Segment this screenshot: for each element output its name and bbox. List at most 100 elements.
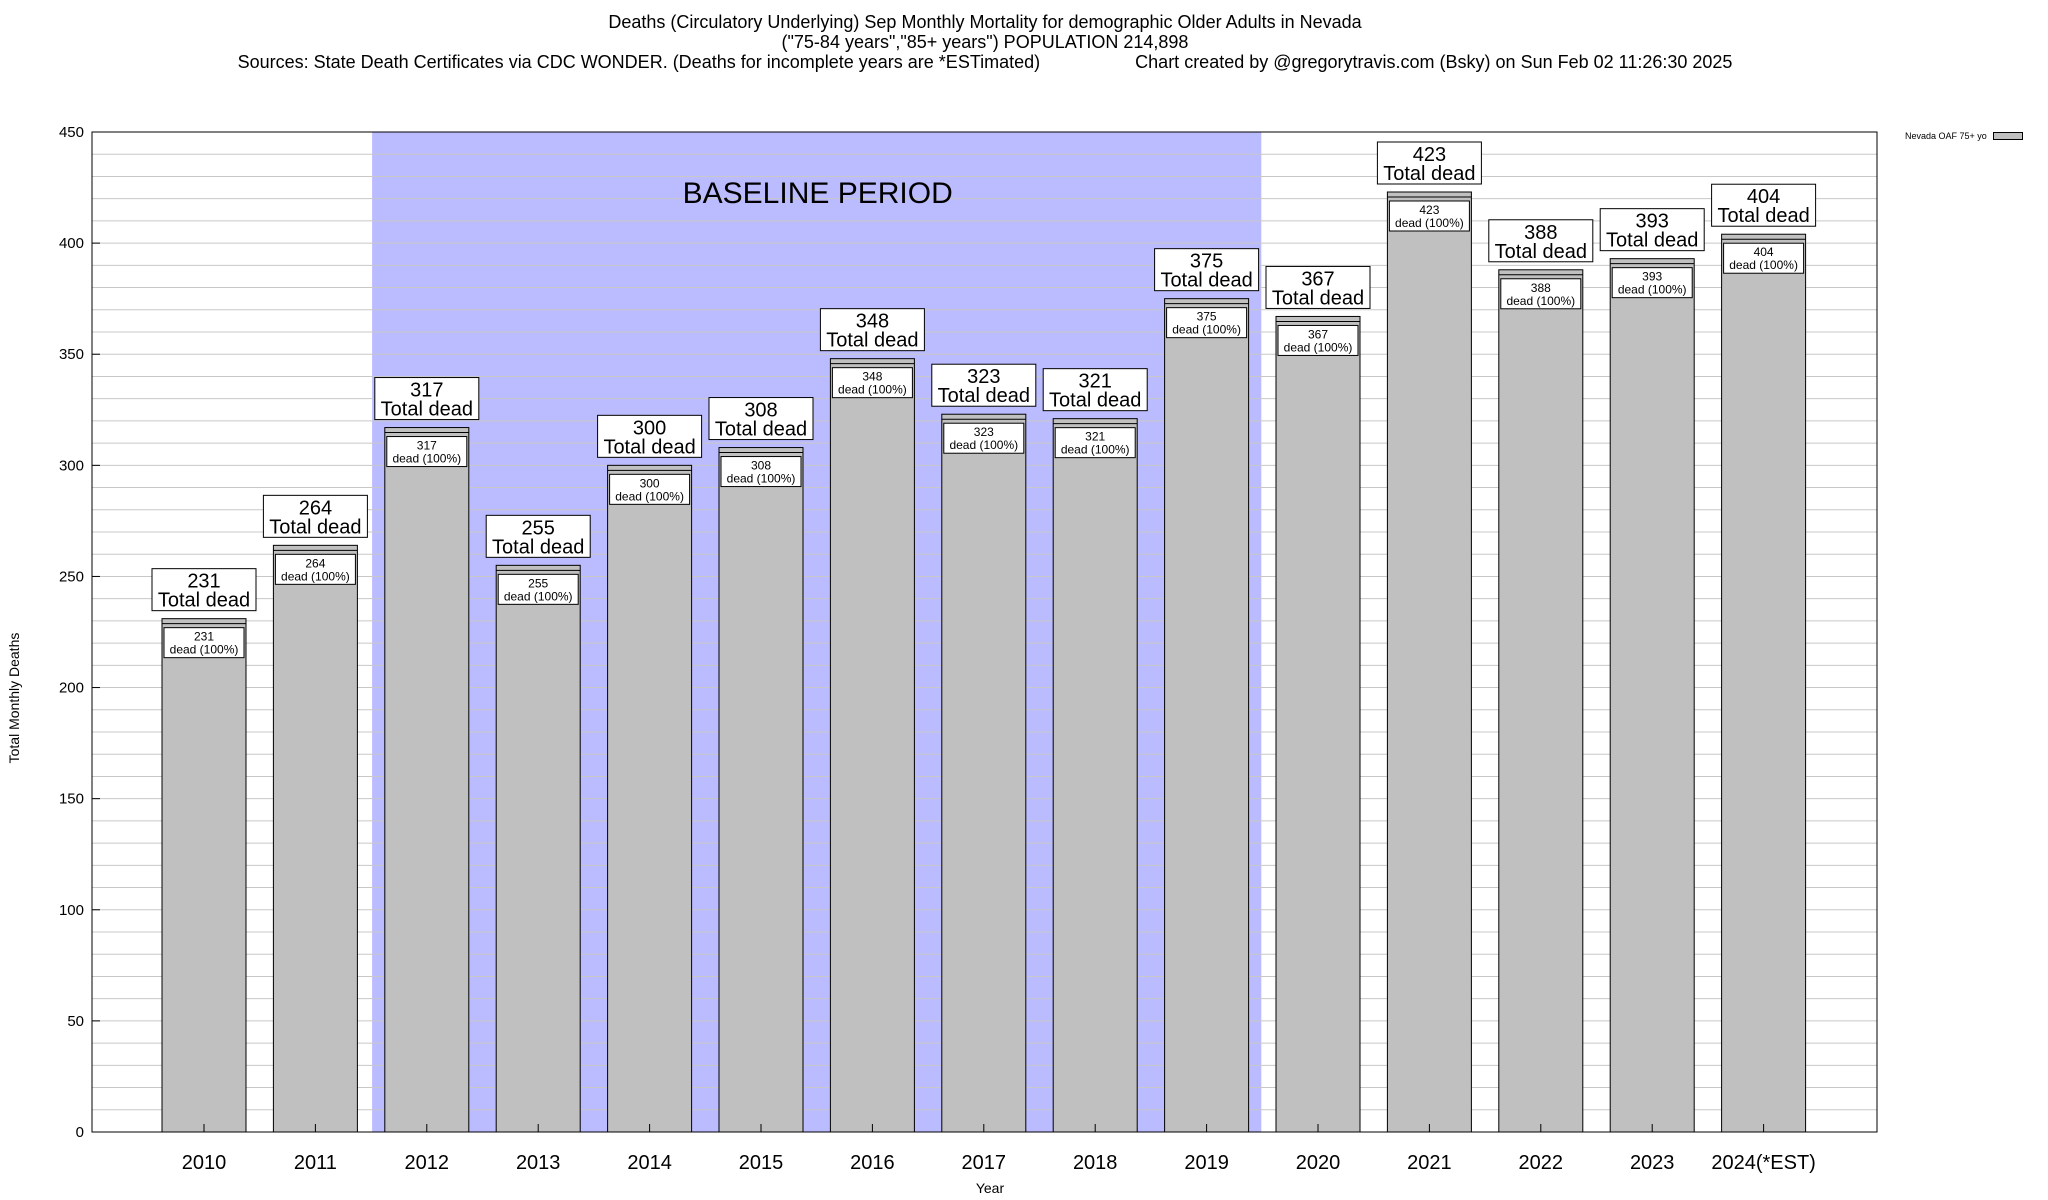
bar-inner-label: dead (100%) — [727, 472, 796, 486]
bar-total-label-box — [1488, 219, 1594, 263]
x-tick-label: 2018 — [1073, 1152, 1118, 1174]
legend: Nevada OAF 75+ yo — [1905, 131, 2023, 141]
bar-total-label-box — [708, 397, 814, 441]
bar-inner-value: 255 — [528, 576, 548, 590]
bar-inner-label-box — [1166, 307, 1248, 339]
x-tick-label: 2015 — [739, 1152, 784, 1174]
y-tick-label: 450 — [59, 124, 84, 141]
bar-inner-label-box — [1277, 324, 1359, 356]
x-tick-label: 2014 — [627, 1152, 672, 1174]
bar-inner-value: 317 — [417, 439, 437, 453]
bar-inner-label: dead (100%) — [1395, 216, 1464, 230]
bar — [161, 618, 247, 1133]
bar-inner-label-box — [497, 573, 579, 605]
bar-total-label: Total dead — [1272, 287, 1364, 309]
bar-total-label-box — [597, 414, 703, 458]
y-tick-label: 400 — [59, 235, 84, 252]
bar-total-value: 308 — [744, 400, 777, 422]
chart-title-block: Deaths (Circulatory Underlying) Sep Mont… — [0, 12, 1970, 72]
chart-sources: Sources: State Death Certificates via CD… — [237, 52, 1041, 72]
bar-total-value: 300 — [633, 417, 666, 439]
baseline-period-label: BASELINE PERIOD — [683, 177, 953, 210]
bar-total-label: Total dead — [603, 436, 695, 458]
x-tick-label: 2010 — [182, 1152, 227, 1174]
x-axis-label: Year — [975, 1180, 1005, 1196]
bar-total-label-box — [1376, 141, 1482, 185]
bar-total-value: 375 — [1190, 251, 1223, 273]
bar-inner-label: dead (100%) — [615, 489, 684, 503]
bar-total-value: 264 — [299, 497, 332, 519]
bar-total-label: Total dead — [715, 419, 807, 441]
bar-inner-label-box — [1611, 267, 1693, 299]
bar-inner-label: dead (100%) — [281, 569, 350, 583]
bar-total-value: 321 — [1079, 371, 1112, 393]
bar-total-label: Total dead — [826, 330, 918, 352]
bar-inner-value: 375 — [1197, 310, 1217, 324]
bar-inner-value: 231 — [194, 630, 214, 644]
bar-total-label-box — [485, 514, 591, 558]
bar — [272, 544, 358, 1133]
y-axis-label: Total Monthly Deaths — [6, 632, 22, 764]
bar — [1164, 298, 1250, 1133]
bar-inner-label: dead (100%) — [1284, 340, 1353, 354]
x-tick-label: 2022 — [1519, 1152, 1564, 1174]
chart-subtitle: ("75-84 years","85+ years") POPULATION 2… — [781, 32, 1189, 52]
bar-inner-label: dead (100%) — [170, 643, 239, 657]
legend-label: Nevada OAF 75+ yo — [1905, 131, 1987, 141]
bar-total-label-box — [1154, 248, 1260, 292]
y-tick-label: 0 — [76, 1124, 84, 1141]
bar-inner-label-box — [274, 553, 356, 585]
bar-inner-value: 321 — [1085, 430, 1105, 444]
chart-title: Deaths (Circulatory Underlying) Sep Mont… — [608, 12, 1362, 32]
bar-inner-value: 404 — [1754, 245, 1774, 259]
bar — [1275, 315, 1361, 1133]
bar-total-label: Total dead — [1606, 230, 1698, 252]
bar-total-label: Total dead — [938, 385, 1030, 407]
bar — [1052, 418, 1138, 1133]
bar-total-label-box — [262, 494, 368, 538]
bar-inner-value: 367 — [1308, 327, 1328, 341]
x-tick-label: 2011 — [294, 1152, 337, 1174]
bar-inner-label: dead (100%) — [838, 383, 907, 397]
y-tick-label: 250 — [59, 568, 84, 585]
x-tick-label: 2023 — [1630, 1152, 1675, 1174]
x-tick-label: 2019 — [1184, 1152, 1229, 1174]
y-tick-label: 150 — [59, 791, 84, 808]
bar-inner-label-box — [943, 422, 1025, 454]
bar-total-label: Total dead — [1383, 163, 1475, 185]
bar-total-value: 388 — [1524, 222, 1557, 244]
bar-inner-value: 348 — [862, 370, 882, 384]
bar — [1386, 191, 1472, 1133]
legend-swatch — [1992, 132, 2023, 140]
bar-inner-value: 393 — [1642, 270, 1662, 284]
bar-total-label-box — [931, 363, 1037, 407]
bar-total-label: Total dead — [1160, 270, 1252, 292]
bar-inner-label: dead (100%) — [1729, 258, 1798, 272]
bar-inner-value: 388 — [1531, 281, 1551, 295]
bar-total-label-box — [1599, 208, 1705, 252]
bar-inner-label: dead (100%) — [1061, 443, 1130, 457]
y-tick-label: 200 — [59, 680, 84, 697]
bar-total-value: 367 — [1301, 268, 1334, 290]
bar-inner-value: 264 — [305, 556, 325, 570]
chart-credit: Chart created by @gregorytravis.com (Bsk… — [1135, 52, 1733, 72]
bar-total-label: Total dead — [492, 536, 584, 558]
bar-total-label-box — [1711, 183, 1817, 227]
bar-total-value: 323 — [967, 366, 1000, 388]
bar — [495, 564, 581, 1133]
bar-inner-value: 308 — [751, 459, 771, 473]
bar-total-label: Total dead — [1495, 241, 1587, 263]
bar-inner-label-box — [1723, 242, 1805, 274]
y-tick-label: 50 — [67, 1013, 84, 1030]
bar-inner-label: dead (100%) — [1618, 283, 1687, 297]
bar-inner-label: dead (100%) — [1506, 294, 1575, 308]
bar-inner-label: dead (100%) — [392, 452, 461, 466]
bar-inner-label: dead (100%) — [949, 438, 1018, 452]
bar — [941, 413, 1027, 1133]
y-tick-label: 350 — [59, 346, 84, 363]
bar — [607, 464, 693, 1133]
bar — [718, 447, 804, 1133]
bar-inner-label: dead (100%) — [504, 589, 573, 603]
bar — [829, 358, 915, 1133]
